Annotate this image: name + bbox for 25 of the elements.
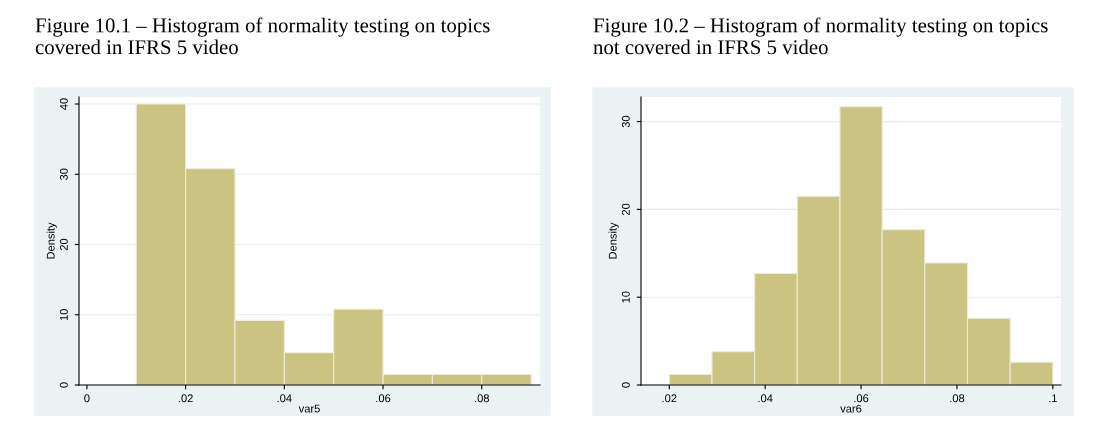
y-tick-label: 40 (59, 98, 68, 110)
x-tick-label: .06 (854, 394, 869, 403)
x-axis-title: var5 (298, 404, 320, 413)
x-tick-label: .04 (277, 394, 292, 403)
x-axis-title: var6 (840, 404, 862, 413)
x-tick-label: .08 (475, 394, 489, 403)
x-tick-label: 0 (84, 394, 90, 403)
chart-title: Figure 10.1 – Histogram of normality testing on topics covered in IFRS 5 video (35, 17, 490, 55)
y-axis-title: Density (46, 222, 57, 259)
y-tick-label: 20 (621, 203, 630, 216)
chart-title: Figure 10.2 – Histogram of normality testing on topics not covered in IFRS 5 video (593, 17, 1048, 55)
y-tick-label: 20 (59, 238, 68, 251)
y-tick-label: 10 (59, 309, 68, 321)
y-axis-title: Density (608, 222, 619, 259)
y-tick-label: 30 (59, 168, 68, 181)
x-tick-label: .02 (662, 394, 677, 403)
x-tick-label: .06 (376, 394, 391, 403)
x-tick-label: .1 (1049, 394, 1057, 403)
y-tick-label: 30 (621, 115, 630, 128)
x-tick-label: .02 (178, 394, 193, 403)
y-tick-label: 10 (621, 291, 630, 303)
y-tick-label: 0 (621, 382, 630, 388)
x-tick-label: .08 (950, 394, 965, 403)
x-tick-label: .04 (758, 394, 773, 403)
y-tick-label: 0 (59, 382, 68, 388)
